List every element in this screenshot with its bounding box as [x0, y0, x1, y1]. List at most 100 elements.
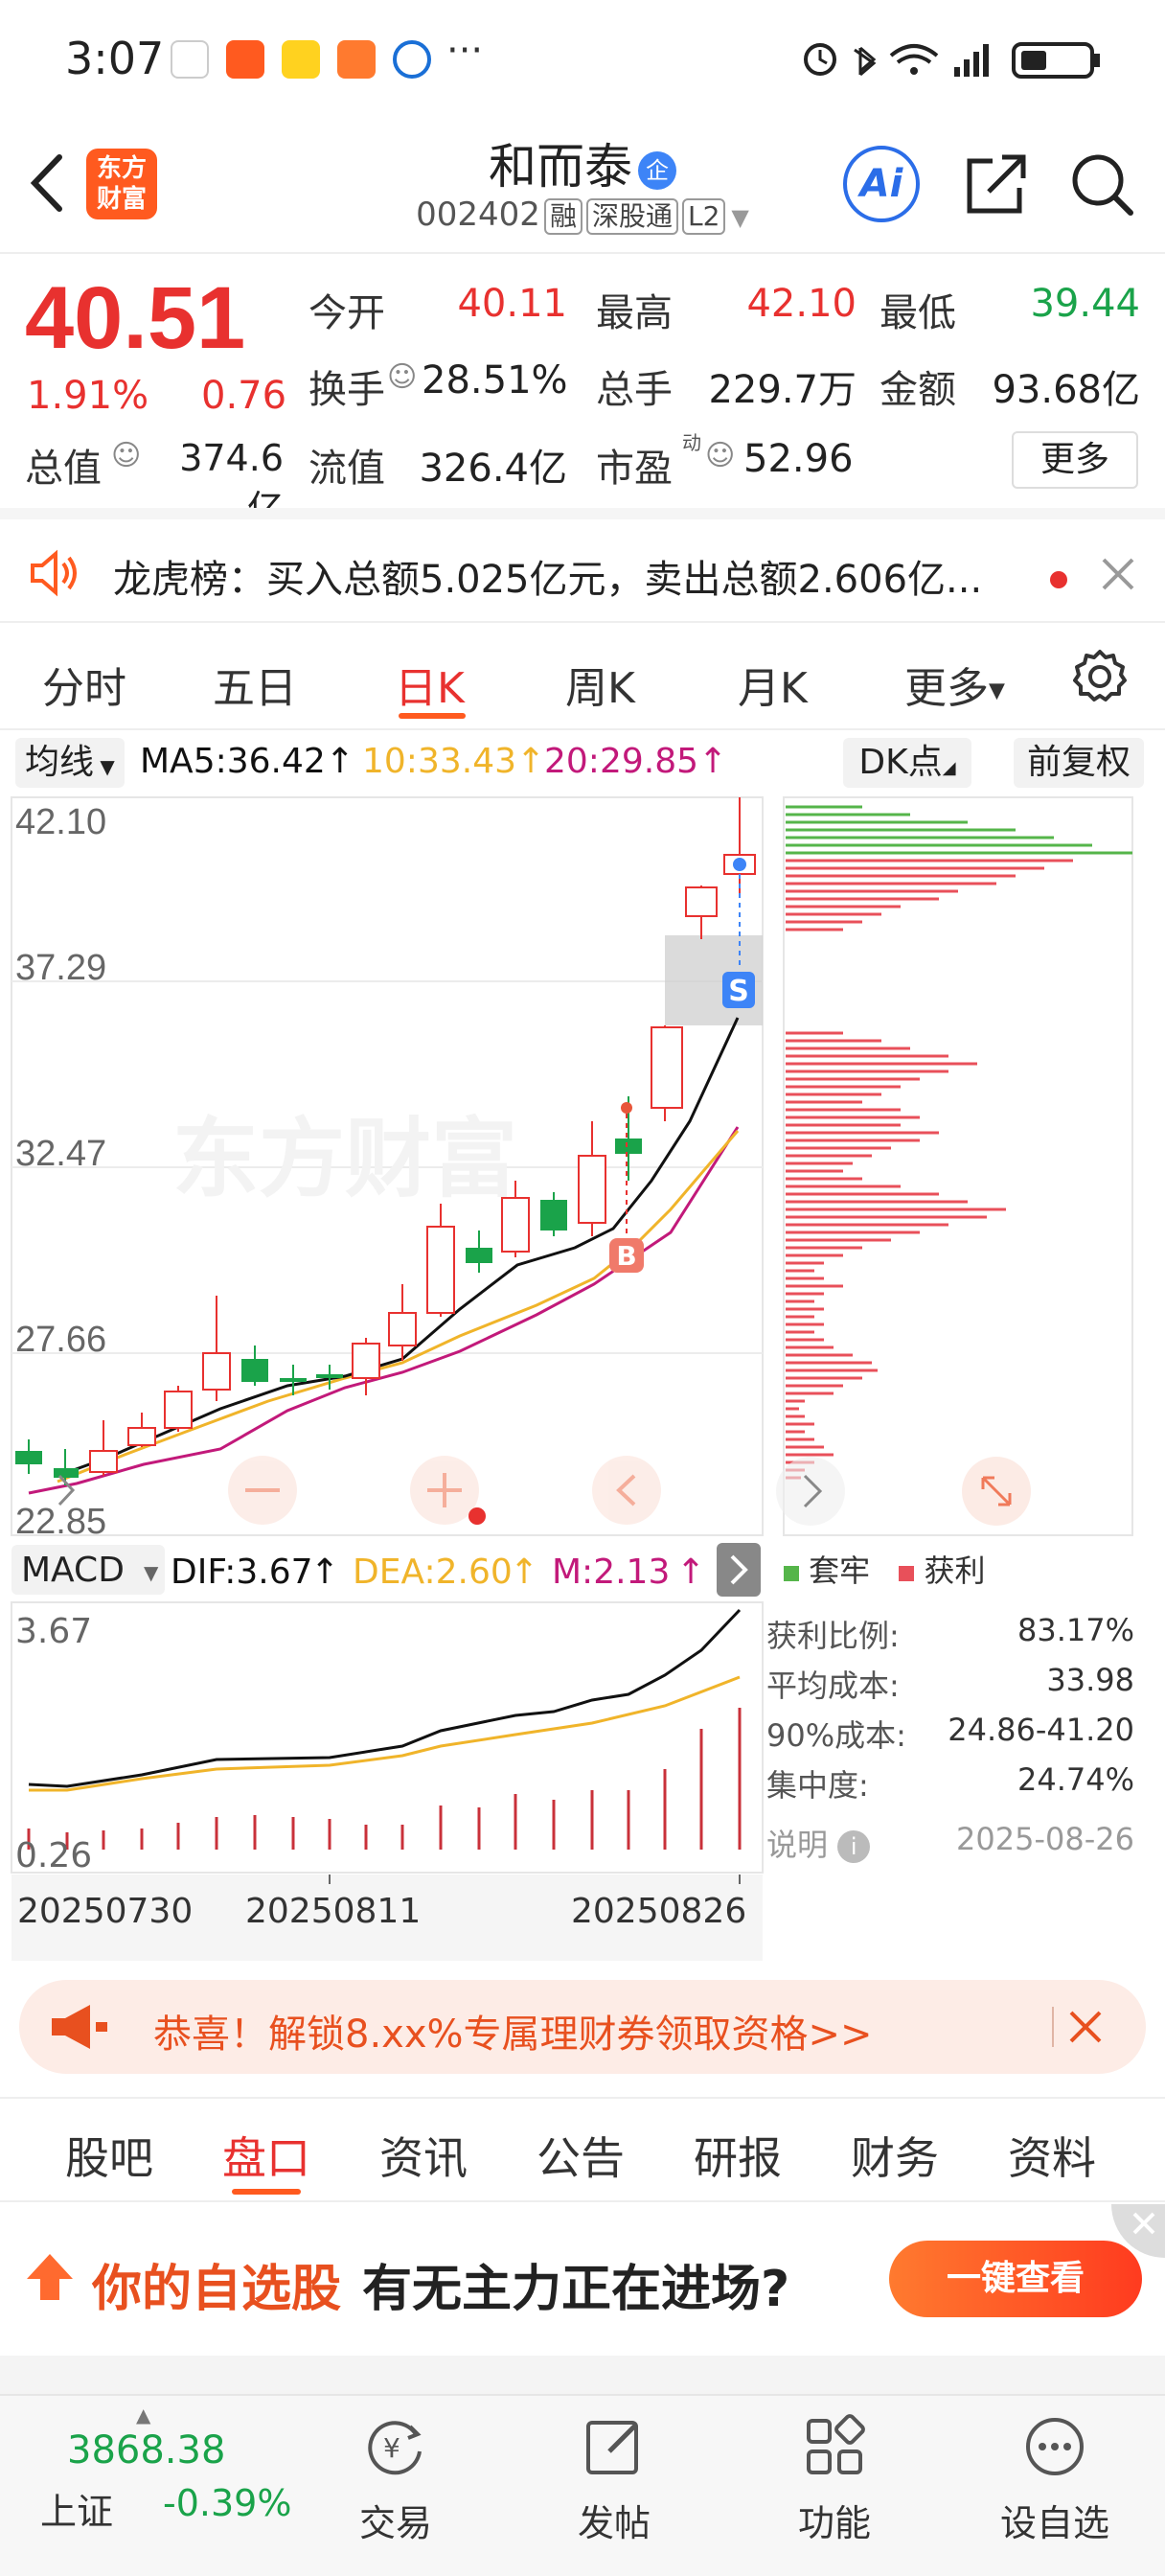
candle [501, 1181, 530, 1257]
dk-point-button[interactable]: DK点◢ [843, 738, 971, 788]
divider [1052, 2007, 1054, 2047]
speaker-icon [31, 549, 77, 597]
tab-news[interactable]: 资讯 [379, 2132, 468, 2184]
tab-research[interactable]: 研报 [694, 2132, 782, 2184]
chevron-right-icon [803, 1474, 823, 1508]
gear-icon[interactable] [1071, 648, 1129, 705]
ma5-text: MA5:36.42 [140, 742, 326, 781]
tab-more[interactable]: 更多▼ [904, 654, 1005, 715]
ma5-value: MA5:36.42↑ [140, 742, 354, 781]
expand-icon [981, 1476, 1012, 1506]
index-value[interactable]: 3868.38 [67, 2428, 226, 2472]
app-notification-icon [171, 40, 209, 79]
info-icon[interactable]: ☺ [111, 439, 142, 472]
tab-pankou[interactable]: 盘口 [222, 2132, 310, 2184]
plus-icon [427, 1473, 462, 1507]
dragon-tiger-notice[interactable]: 龙虎榜：买入总额5.025亿元，卖出总额2.606亿... [0, 508, 1165, 623]
chip-stat-row: 集中度: 24.74% [766, 1761, 1150, 1811]
open-price: 40.11 [457, 282, 567, 326]
content-tabs: 股吧 盘口 资讯 公告 研报 财务 资料 [0, 2097, 1165, 2202]
tab-guba[interactable]: 股吧 [65, 2132, 153, 2184]
info-icon[interactable]: ☺ [705, 439, 736, 472]
wifi-icon [889, 44, 939, 75]
high-price: 42.10 [746, 282, 857, 326]
quote-label: 总值 [25, 447, 102, 491]
tab-daily-k[interactable]: 日K [395, 664, 465, 713]
back-arrow-icon[interactable] [21, 150, 79, 217]
candle [426, 1204, 455, 1317]
expand-panel-button [717, 1543, 761, 1597]
tab-weekly-k[interactable]: 周K [565, 664, 635, 713]
candle [241, 1346, 268, 1386]
grid-icon [807, 2414, 865, 2474]
total-volume: 229.7万 [708, 368, 857, 412]
candle [578, 1121, 606, 1236]
macd-frame [11, 1601, 764, 1874]
close-icon[interactable] [1096, 552, 1140, 596]
search-icon[interactable] [1063, 146, 1140, 222]
ma5-line [57, 1017, 740, 1478]
stat-label: 平均成本: [766, 1668, 900, 1704]
current-price: 40.51 [25, 269, 246, 367]
more-quote-button[interactable]: 更多 [1012, 431, 1138, 489]
more-notifications-icon: ··· [446, 29, 484, 73]
candle [54, 1449, 79, 1485]
y-tick-label: 37.29 [15, 948, 106, 988]
candle [280, 1365, 307, 1395]
meituan-notification-icon [282, 40, 320, 79]
ma10-value: 10:33.43↑ [362, 742, 546, 781]
main-force-banner[interactable]: 你的自选股 有无主力正在进场? 一键查看 [0, 2204, 1165, 2356]
nav-trade[interactable]: ¥ 交易 [324, 2413, 468, 2546]
megaphone-icon [52, 2005, 107, 2049]
ai-assistant-button[interactable]: Ai [843, 146, 920, 222]
close-icon[interactable] [1063, 2005, 1108, 2049]
nav-label: 设自选 [999, 2502, 1109, 2544]
candle [202, 1296, 231, 1401]
tab-profile[interactable]: 资料 [1008, 2132, 1096, 2184]
nav-add-watchlist[interactable]: 设自选 [983, 2413, 1127, 2546]
info-icon[interactable]: i [837, 1830, 871, 1863]
app-notification-icon [393, 40, 431, 79]
note-label[interactable]: 说明 [766, 1827, 829, 1863]
sell-marker [722, 972, 755, 1008]
tab-monthly-k[interactable]: 月K [738, 664, 808, 713]
up-arrow: ↑ [510, 1552, 538, 1592]
view-now-button[interactable]: 一键查看 [889, 2241, 1142, 2317]
legend-trapped: 套牢 [809, 1552, 871, 1589]
connect-tag: 深股通 [585, 198, 678, 235]
sell-marker-label: S [728, 975, 749, 1008]
adjust-button[interactable]: 前复权 [1014, 738, 1144, 788]
level2-tag: L2 [681, 198, 726, 235]
nav-post[interactable]: 发帖 [542, 2413, 686, 2546]
low-price: 39.44 [1030, 282, 1140, 326]
up-arrow: ↑ [310, 1552, 339, 1592]
tab-announcements[interactable]: 公告 [537, 2132, 625, 2184]
trade-icon: ¥ [368, 2421, 422, 2475]
tab-finance[interactable]: 财务 [851, 2132, 939, 2184]
ma-select[interactable]: 均线 ▼ [15, 738, 125, 788]
candle [540, 1192, 567, 1236]
macd-dif: DIF:3.67 [171, 1552, 313, 1592]
chart-area[interactable]: 东方财富 S B 42.10 37.29 32.47 [0, 792, 1165, 1970]
dropdown-triangle-icon: ▼ [144, 1561, 159, 1584]
info-icon[interactable]: ☺ [387, 360, 418, 394]
banner-close-button[interactable] [1111, 2204, 1165, 2258]
chip-distribution-frame [783, 796, 1133, 1536]
promo-banner[interactable]: 恭喜！解锁8.xx%专属理财券领取资格>> [19, 1980, 1146, 2074]
dropdown-triangle-icon[interactable]: ▼ [731, 204, 749, 231]
tab-intraday[interactable]: 分时 [42, 664, 126, 713]
candle [15, 1439, 42, 1474]
share-icon[interactable] [958, 146, 1035, 222]
app-logo[interactable]: 东方 财富 [86, 149, 157, 219]
alarm-icon [804, 43, 836, 76]
index-name[interactable]: 上证 [40, 2491, 114, 2533]
index-change[interactable]: -0.39% [163, 2482, 292, 2524]
banner-highlight: 你的自选股 [92, 2261, 342, 2318]
red-dot [468, 1507, 486, 1525]
ma10-text: 10:33.43 [362, 742, 516, 781]
tab-five-day[interactable]: 五日 [213, 664, 297, 713]
up-arrow: ↑ [676, 1552, 705, 1592]
candle [466, 1230, 492, 1273]
nav-functions[interactable]: 功能 [763, 2413, 906, 2546]
chart-controls [228, 1456, 661, 1525]
